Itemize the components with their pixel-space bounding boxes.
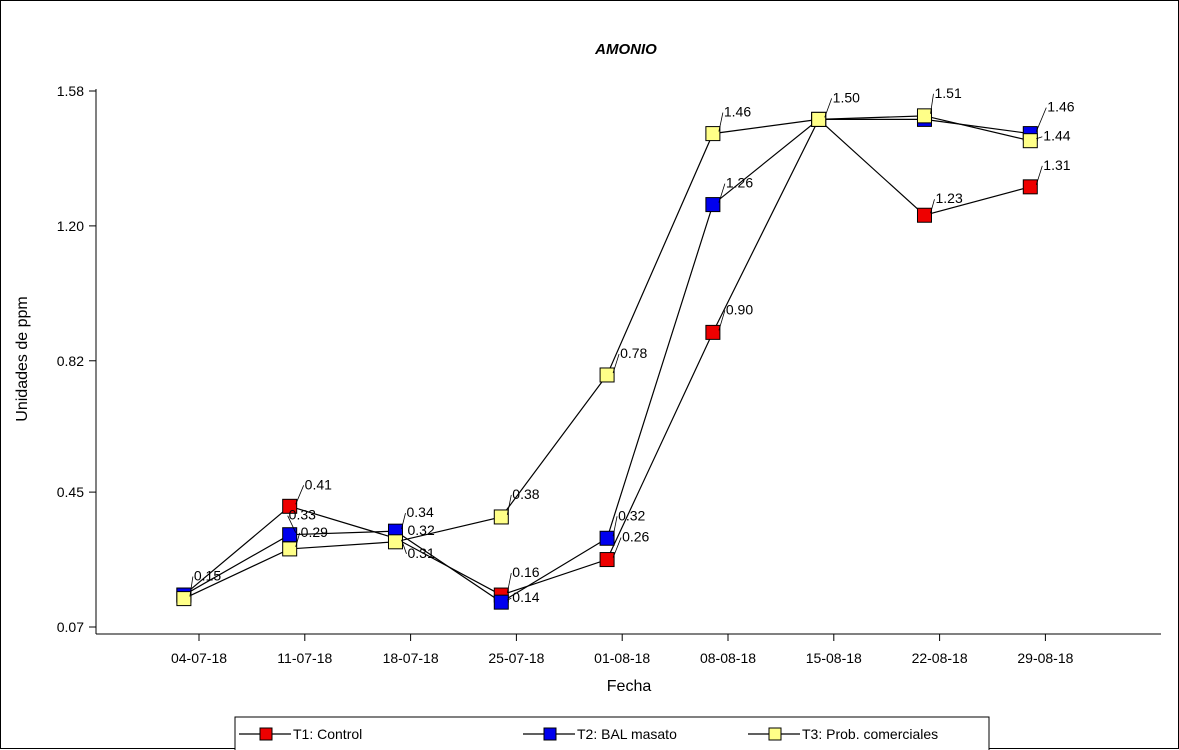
data-label-leader: [612, 353, 620, 374]
data-label: 0.16: [512, 564, 539, 580]
data-label: 1.31: [1043, 157, 1070, 173]
legend-marker: [259, 727, 273, 741]
data-label-leader: [189, 576, 194, 597]
series-3-point: [705, 126, 721, 142]
data-label-leader: [930, 199, 935, 214]
data-label: 0.15: [194, 568, 221, 584]
data-label: 0.78: [620, 345, 647, 361]
y-tick-label: 0.07: [57, 619, 84, 635]
series-1-point: [1022, 179, 1038, 195]
series-3-point: [1022, 133, 1038, 149]
legend-marker: [768, 727, 782, 741]
data-label: 1.51: [934, 85, 961, 101]
legend-marker: [543, 727, 557, 741]
series-3-point: [282, 541, 298, 557]
data-label-leader: [295, 532, 301, 548]
legend-box: [234, 716, 990, 750]
y-tick-label: 0.82: [57, 353, 84, 369]
y-axis-title: Unidades de ppm: [14, 296, 31, 421]
data-label-leader: [612, 537, 622, 558]
series-1-point: [599, 552, 615, 568]
data-label-leader: [612, 516, 618, 537]
data-label-leader: [507, 597, 512, 601]
x-tick-label: 22-08-18: [912, 650, 968, 666]
series-2-point: [705, 197, 721, 213]
data-label-leader: [287, 515, 297, 533]
data-label-leader: [506, 494, 512, 516]
y-tick-label: 1.58: [57, 83, 84, 99]
data-label-leader: [506, 572, 512, 594]
data-label: 0.26: [622, 529, 649, 545]
x-axis-ticks: 04-07-18 11-07-18 18-07-18 25-07-18 01-08-18…: [171, 634, 1074, 666]
data-label-leader: [718, 183, 726, 203]
data-label: 1.44: [1043, 128, 1070, 144]
data-label-leader: [718, 112, 724, 132]
data-label-leader: [1035, 165, 1043, 185]
x-axis-title: Fecha: [607, 678, 652, 695]
series-2-point: [493, 594, 509, 610]
series-3-point: [916, 108, 932, 124]
y-axis-ticks: 1.58 1.20 0.82 0.45 0.07: [57, 83, 96, 635]
data-labels: 0.41 0.16 0.26 0.90 1.23 1.31 0.33 0.34 0.14 0.32…: [189, 85, 1075, 605]
data-label: 1.23: [935, 190, 962, 206]
data-label: 1.46: [1047, 99, 1074, 115]
data-label-leader: [401, 513, 406, 530]
data-label: 0.38: [512, 486, 539, 502]
data-label: 0.34: [406, 504, 433, 520]
data-label-leader: [824, 98, 833, 118]
data-label-leader: [295, 485, 305, 505]
data-label: 1.46: [724, 104, 751, 120]
data-label-leader: [1035, 107, 1047, 132]
data-label: 0.41: [305, 476, 332, 492]
x-tick-label: 04-07-18: [171, 650, 227, 666]
x-tick-label: 15-08-18: [806, 650, 862, 666]
data-label: 1.50: [833, 89, 860, 105]
data-label: 0.32: [407, 522, 434, 538]
series-1-point: [705, 324, 721, 340]
legend-label: T3: Prob. comerciales: [802, 726, 938, 742]
data-label-leader: [718, 310, 726, 331]
data-label: 0.32: [618, 507, 645, 523]
x-tick-label: 25-07-18: [488, 650, 544, 666]
data-label-leader: [1036, 136, 1043, 140]
data-label: 0.90: [726, 301, 753, 317]
x-tick-label: 11-07-18: [277, 650, 332, 666]
data-label-leader: [930, 93, 934, 114]
series-3-point: [176, 591, 192, 607]
x-tick-label: 18-07-18: [383, 650, 439, 666]
series-layer: [176, 108, 1038, 610]
legend: T1: Control T2: BAL masato T3: Prob. comer…: [234, 716, 990, 750]
legend-label: T2: BAL masato: [577, 726, 677, 742]
data-label: 0.14: [512, 589, 539, 605]
data-label: 0.31: [407, 545, 434, 561]
series-3-point: [387, 534, 403, 550]
series-1-point: [282, 498, 298, 514]
legend-label: T1: Control: [293, 726, 362, 742]
data-label: 0.29: [301, 524, 328, 540]
x-tick-label: 29-08-18: [1017, 650, 1073, 666]
series-1-point: [916, 207, 932, 223]
series-3-point: [811, 111, 827, 127]
series-3-point: [493, 509, 509, 525]
x-tick-label: 08-08-18: [700, 650, 756, 666]
series-2-point: [599, 530, 615, 546]
y-tick-label: 1.20: [57, 218, 84, 234]
data-label: 1.26: [726, 175, 753, 191]
data-label-leader: [401, 539, 407, 554]
y-tick-label: 0.45: [57, 484, 84, 500]
series-3-point: [599, 367, 615, 383]
chart-title: AMONIO: [594, 41, 657, 58]
x-tick-label: 01-08-18: [594, 650, 650, 666]
data-label: 0.33: [289, 507, 316, 523]
